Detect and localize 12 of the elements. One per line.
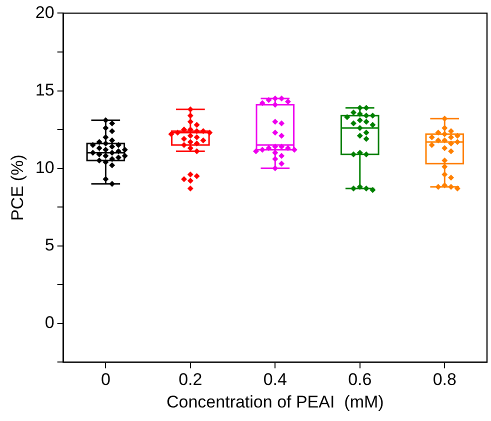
y-axis-title: PCE (%) xyxy=(8,154,27,221)
x-tick-label: 0.8 xyxy=(432,370,456,390)
y-tick-label: 10 xyxy=(35,158,54,177)
y-tick-label: 0 xyxy=(44,313,54,332)
x-tick-label: 0.6 xyxy=(348,370,372,390)
y-tick-label: 15 xyxy=(35,80,54,100)
x-tick-label: 0.4 xyxy=(263,370,287,390)
y-tick-label: 20 xyxy=(35,2,54,22)
x-tick-label: 0.2 xyxy=(178,370,202,390)
x-tick-label: 0 xyxy=(100,370,110,390)
y-tick-label: 5 xyxy=(44,236,54,255)
x-axis-title: Concentration of PEAI (mM) xyxy=(166,392,384,412)
